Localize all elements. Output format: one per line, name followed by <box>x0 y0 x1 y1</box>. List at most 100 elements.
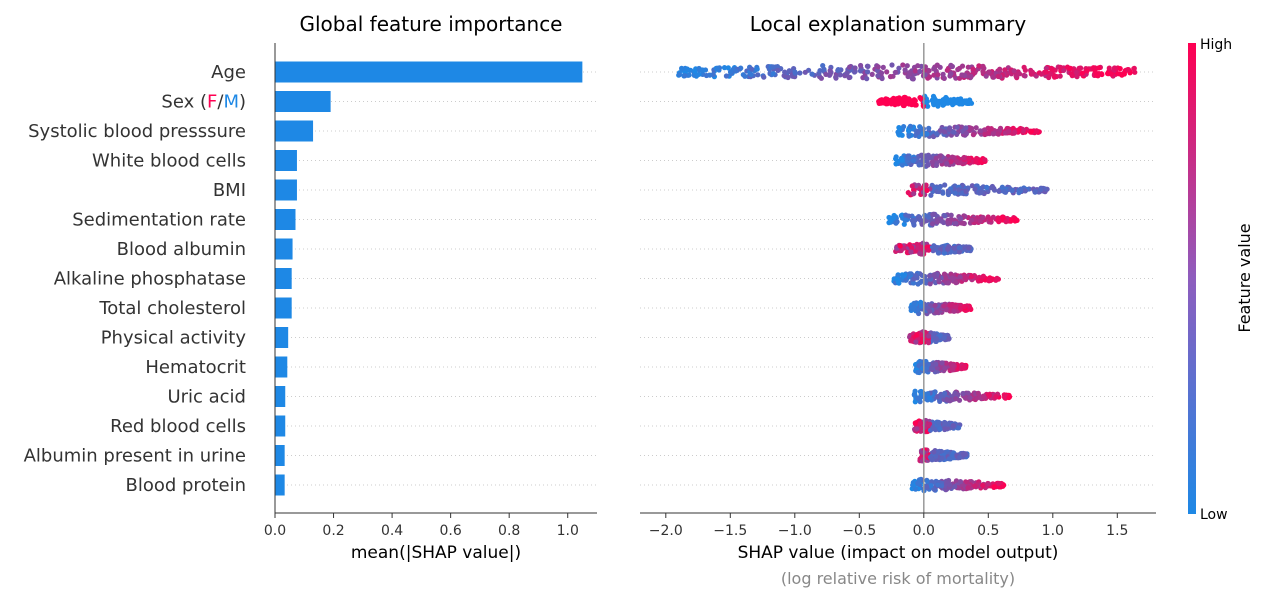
shap-point <box>914 426 920 432</box>
shap-point <box>959 128 966 134</box>
shap-point <box>939 360 945 366</box>
shap-point <box>1006 394 1012 401</box>
shap-point <box>962 451 968 457</box>
shap-point <box>915 63 921 69</box>
shap-point <box>937 332 943 338</box>
shap-point <box>889 62 895 68</box>
shap-point <box>926 125 932 131</box>
shap-point <box>935 449 941 455</box>
right-x-tick-label: −0.5 <box>842 523 876 539</box>
shap-point <box>911 392 917 398</box>
feature-label: Uric acid <box>167 387 246 408</box>
shap-point <box>905 73 911 80</box>
shap-point <box>945 189 952 195</box>
shap-point <box>899 212 905 218</box>
shap-point <box>942 365 948 371</box>
left-gridlines <box>275 71 597 486</box>
shap-point <box>1013 217 1019 223</box>
shap-point <box>907 123 914 129</box>
shap-point <box>991 484 997 490</box>
shap-point <box>961 154 967 161</box>
importance-bar <box>275 356 288 378</box>
shap-point <box>959 100 965 106</box>
shap-point <box>1021 64 1027 70</box>
shap-point <box>940 102 946 108</box>
right-x-tick-label: −1.5 <box>713 523 747 539</box>
shap-point <box>727 69 734 75</box>
shap-point <box>988 126 994 132</box>
shap-point <box>952 245 958 251</box>
shap-point <box>985 481 992 487</box>
shap-point <box>929 159 935 165</box>
shap-point <box>1029 128 1035 134</box>
shap-point <box>1012 129 1018 135</box>
shap-point <box>917 68 923 74</box>
feature-swarm <box>911 388 1013 405</box>
shap-point <box>1033 73 1039 79</box>
shap-point <box>948 62 954 68</box>
shap-point <box>970 66 976 72</box>
left-x-axis-label: mean(|SHAP value|) <box>351 543 521 563</box>
shap-point <box>906 155 912 161</box>
shap-point <box>986 69 992 75</box>
shap-point <box>980 274 986 280</box>
shap-point <box>911 191 917 197</box>
shap-point <box>932 302 938 308</box>
shap-point <box>938 393 944 399</box>
shap-point <box>939 455 945 461</box>
shap-point <box>940 190 946 196</box>
right-x-tick-label: −2.0 <box>649 523 683 539</box>
shap-point <box>908 338 914 344</box>
shap-point <box>869 71 875 77</box>
shap-point <box>926 333 932 339</box>
shap-point <box>786 68 792 74</box>
shap-point <box>755 72 761 78</box>
shap-point <box>946 482 953 488</box>
shap-point <box>1119 72 1125 78</box>
shap-point <box>897 126 903 132</box>
shap-point <box>1073 69 1079 75</box>
shap-point <box>957 479 964 485</box>
shap-point <box>915 395 921 401</box>
shap-point <box>932 244 938 250</box>
shap-point <box>977 128 983 134</box>
shap-point <box>897 243 903 249</box>
colorbar-title: Feature value <box>1235 223 1254 332</box>
right-x-tick-label: 1.0 <box>1042 523 1064 539</box>
shap-point <box>963 125 969 131</box>
shap-point <box>940 71 946 77</box>
shap-point <box>943 275 949 281</box>
shap-point <box>927 273 933 279</box>
shap-point <box>999 214 1005 220</box>
shap-point <box>945 246 951 252</box>
feature-swarm <box>893 240 974 257</box>
colorbar-low-label: Low <box>1200 507 1228 523</box>
shap-point <box>865 69 871 75</box>
colorbar-gradient <box>1188 43 1196 514</box>
shap-point <box>931 95 938 101</box>
shap-point <box>916 162 922 168</box>
shap-point <box>1084 68 1090 74</box>
shap-point <box>990 131 997 137</box>
shap-point <box>953 280 959 286</box>
shap-point <box>943 360 949 366</box>
shap-point <box>934 219 940 225</box>
shap-point <box>934 62 940 68</box>
shap-point <box>844 70 850 76</box>
shap-point <box>880 64 886 70</box>
importance-bar <box>275 150 297 171</box>
shap-point <box>948 159 954 165</box>
shap-point <box>864 76 870 82</box>
shap-point <box>968 74 974 80</box>
left-x-axis: 0.0 0.2 0.4 0.6 0.8 1.0 <box>264 43 597 539</box>
shap-point <box>909 217 916 224</box>
shap-point <box>965 485 971 491</box>
shap-point <box>951 129 957 135</box>
shap-point <box>733 68 739 74</box>
feature-swarm <box>886 211 1020 228</box>
shap-point <box>969 183 975 189</box>
left-chart-title: Global feature importance <box>300 12 563 36</box>
shap-point <box>827 71 833 77</box>
shap-point <box>858 62 864 69</box>
shap-point <box>956 245 962 251</box>
